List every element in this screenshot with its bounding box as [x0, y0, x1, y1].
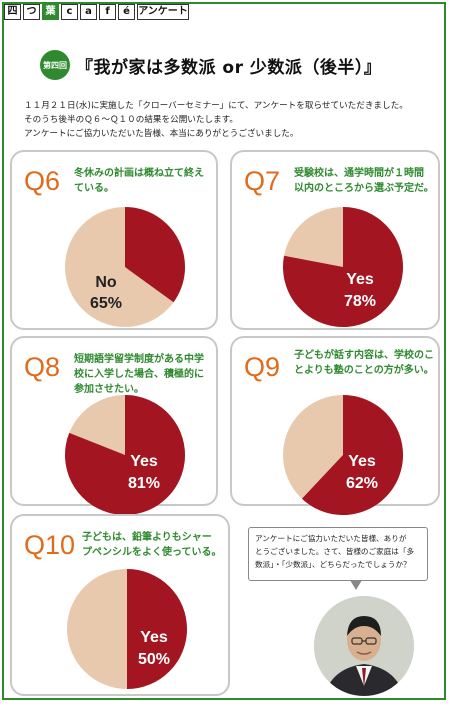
pie-result-value: 78% — [344, 293, 376, 310]
pie-chart: Yes 81% — [65, 395, 185, 515]
speech-line: アンケートにご協力いただいた皆様、ありが — [255, 534, 407, 543]
intro-line: そのうち後半のＱ６～Ｑ１０の結果を公開いたします。 — [24, 115, 238, 125]
pie-result-label: No — [95, 274, 117, 291]
intro-line: １１月２１日(水)に実施した「クローバーセミナー」にて、アンケートを取らせていた… — [24, 101, 408, 111]
question-text: 受験校は、通学時間が１時間 以内のところから選ぶ予定だ。 — [294, 166, 434, 196]
speech-line: とうございました。さて、皆様のご家庭は「多 — [255, 547, 415, 556]
question-number: Q6 — [24, 166, 61, 196]
question-line: 受験校は、通学時間が１時間 — [294, 168, 424, 179]
pie-result-label: Yes — [348, 453, 376, 470]
avatar — [314, 596, 414, 696]
speech-line: 数派」・「少数派」、どちらだったでしょうか？ — [255, 560, 411, 569]
pie-chart: Yes 62% — [283, 395, 403, 515]
title-text: 『我が家は多数派 or 少数派（後半）』 — [76, 57, 382, 78]
header-cell: é — [118, 4, 135, 20]
question-line: 参加させたい。 — [74, 384, 144, 395]
question-card-q6: Q6 冬休みの計画は概ね立て終え ている。 No 65% — [10, 150, 218, 330]
header-cell: c — [61, 4, 78, 20]
header-bar: 四 つ 葉 c a f é アンケート — [4, 4, 191, 20]
pie-result-value: 50% — [138, 651, 170, 668]
question-line: 短期語学留学制度がある中学 — [74, 354, 204, 365]
pie-result-label: Yes — [140, 629, 168, 646]
question-line: 冬休みの計画は概ね立て終え — [74, 168, 204, 179]
pie-result-label: Yes — [346, 271, 374, 288]
title-badge: 第四回 — [40, 50, 70, 80]
pie-slice — [125, 207, 185, 303]
question-number: Q8 — [24, 352, 61, 382]
pie-result-label: Yes — [130, 453, 158, 470]
question-text: 子どもは、鉛筆よりもシャー プペンシルをよく使っている。 — [82, 530, 222, 560]
pie-slice — [65, 395, 185, 515]
pie-chart: Yes 50% — [67, 569, 187, 689]
question-number: Q7 — [244, 166, 281, 196]
page-title: 第四回 『我が家は多数派 or 少数派（後半）』 — [40, 50, 381, 80]
pie-slice — [283, 207, 403, 327]
question-card-q7: Q7 受験校は、通学時間が１時間 以内のところから選ぶ予定だ。 Yes 78% — [230, 150, 440, 330]
pie-result-value: 62% — [346, 475, 378, 492]
pie-chart: No 65% — [65, 207, 185, 327]
question-card-q10: Q10 子どもは、鉛筆よりもシャー プペンシルをよく使っている。 Yes 50% — [10, 514, 230, 696]
intro-text: １１月２１日(水)に実施した「クローバーセミナー」にて、アンケートを取らせていた… — [24, 99, 434, 141]
question-line: とよりも塾のことの方が多い。 — [294, 365, 434, 376]
question-number: Q9 — [244, 352, 281, 382]
question-line: 子どもは、鉛筆よりもシャー — [82, 532, 212, 543]
question-line: 以内のところから選ぶ予定だ。 — [294, 183, 434, 194]
question-text: 冬休みの計画は概ね立て終え ている。 — [74, 166, 204, 196]
pie-result-value: 65% — [90, 295, 122, 312]
question-text: 子どもが話す内容は、学校のこ とよりも塾のことの方が多い。 — [294, 348, 434, 378]
pie-slice — [301, 395, 403, 515]
question-card-q8: Q8 短期語学留学制度がある中学 校に入学した場合、積極的に 参加させたい。 Y… — [10, 336, 218, 515]
question-text: 短期語学留学制度がある中学 校に入学した場合、積極的に 参加させたい。 — [74, 352, 204, 397]
speech-bubble-tail — [350, 580, 362, 590]
header-cell: f — [99, 4, 116, 20]
header-cell: a — [80, 4, 97, 20]
page-frame — [2, 2, 446, 700]
speech-bubble: アンケートにご協力いただいた皆様、ありが とうございました。さて、皆様のご家庭は… — [248, 527, 428, 581]
question-line: プペンシルをよく使っている。 — [82, 547, 222, 558]
avatar-person-icon — [314, 596, 414, 696]
pie-result-value: 81% — [128, 475, 160, 492]
question-line: 校に入学した場合、積極的に — [74, 369, 204, 380]
question-number: Q10 — [24, 530, 76, 560]
question-card-q9: Q9 子どもが話す内容は、学校のこ とよりも塾のことの方が多い。 Yes 62% — [230, 336, 440, 515]
header-cell: つ — [23, 4, 40, 20]
header-cell: アンケート — [137, 4, 189, 20]
intro-line: アンケートにご協力いただいた皆様、本当にありがとうございました。 — [24, 129, 299, 139]
pie-slice — [127, 569, 187, 689]
question-line: 子どもが話す内容は、学校のこ — [294, 350, 434, 361]
header-cell: 四 — [4, 4, 21, 20]
header-cell: 葉 — [42, 4, 59, 20]
pie-chart: Yes 78% — [283, 207, 403, 327]
question-line: ている。 — [74, 183, 114, 194]
